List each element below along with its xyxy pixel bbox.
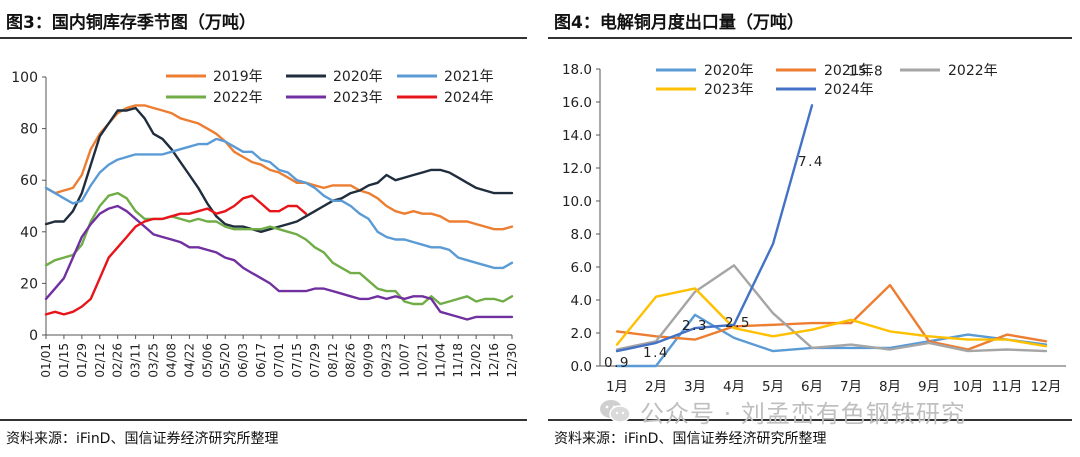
series-line <box>44 194 308 316</box>
y-tick-label: 16.0 <box>562 95 592 111</box>
series-line <box>615 264 1048 353</box>
x-tick-label: 12/30 <box>505 343 519 378</box>
series-line <box>615 287 1048 348</box>
x-tick-label: 07/01 <box>272 343 286 378</box>
legend-label: 2022年 <box>948 63 998 79</box>
series-line <box>44 106 514 233</box>
x-tick-label: 06/17 <box>254 343 268 378</box>
x-tick-label: 08/12 <box>326 343 340 378</box>
y-tick-label: 2.0 <box>571 326 592 342</box>
series-line <box>615 104 814 353</box>
x-tick-label: 09/23 <box>380 343 394 378</box>
data-label: 0.9 <box>604 355 630 371</box>
legend-label: 2024年 <box>444 90 494 106</box>
x-tick-label: 05/06 <box>200 343 214 378</box>
x-tick-label: 02/12 <box>93 343 107 378</box>
x-tick-label: 6月 <box>801 379 823 395</box>
data-label: 15.8 <box>848 63 884 79</box>
legend-label: 2021年 <box>824 63 874 79</box>
left-title-rule <box>0 37 527 39</box>
x-tick-label: 7月 <box>840 379 862 395</box>
x-tick-label: 5月 <box>762 379 784 395</box>
x-tick-label: 06/03 <box>236 343 250 378</box>
x-tick-label: 8月 <box>879 379 901 395</box>
x-tick-label: 01/15 <box>57 343 71 378</box>
x-tick-label: 10月 <box>953 379 984 395</box>
y-tick-label: 6.0 <box>571 260 592 276</box>
series-line <box>615 283 1048 351</box>
y-tick-label: 10.0 <box>562 194 592 210</box>
legend-label: 2019年 <box>213 69 263 85</box>
x-tick-label: 01/29 <box>75 343 89 378</box>
right-chart-source: 资料来源：iFinD、国信证券经济研究所整理 <box>554 431 827 447</box>
series-line <box>44 191 514 306</box>
x-tick-label: 05/20 <box>218 343 232 378</box>
x-tick-label: 12月 <box>1031 379 1062 395</box>
export-monthly-chart: 0.0 2.0 4.0 6.0 8.0 10.0 12.0 14.0 16.0 18.0 1月 2月 3… <box>562 62 1066 395</box>
x-tick-label: 04/08 <box>164 343 178 378</box>
x-tick-label: 02/26 <box>111 343 125 378</box>
x-tick-label: 12/16 <box>487 343 501 378</box>
data-label: 2.3 <box>682 318 708 334</box>
series-line <box>44 204 514 321</box>
series-line <box>615 313 1048 368</box>
x-tick-label: 11月 <box>992 379 1023 395</box>
x-tick-label: 3月 <box>684 379 706 395</box>
y-tick-label: 8.0 <box>571 227 592 243</box>
right-chart-panel: 图4：电解铜月度出口量（万吨） 0.0 2.0 4.0 6.0 8.0 10.0 12.0 1… <box>548 0 1080 457</box>
x-tick-label: 09/09 <box>362 343 376 378</box>
inventory-seasonal-chart: 0 20 40 60 80 100 01/01 01/15 01/29 02/12 02/26 03/… <box>11 69 519 378</box>
legend-label: 2023年 <box>333 90 383 106</box>
legend-label: 2024年 <box>824 82 874 98</box>
x-tick-label: 03/25 <box>147 343 161 378</box>
y-tick-label: 12.0 <box>562 161 592 177</box>
data-label: 1.4 <box>643 345 669 361</box>
y-tick-label: 0.0 <box>571 359 592 375</box>
y-tick-label: 4.0 <box>571 293 592 309</box>
watermark-text: 公众号 · 刘孟峦有色钢铁研究 <box>640 400 966 428</box>
x-tick-label: 08/26 <box>344 343 358 378</box>
y-tick-label: 40 <box>20 225 38 241</box>
x-tick-label: 12/02 <box>469 343 483 378</box>
y-tick-label: 20 <box>20 276 38 292</box>
left-chart-title: 图3：国内铜库存季节图（万吨） <box>6 13 256 33</box>
legend-label: 2023年 <box>704 82 754 98</box>
x-tick-label: 07/29 <box>308 343 322 378</box>
y-tick-label: 0 <box>29 328 38 344</box>
y-tick-label: 14.0 <box>562 128 592 144</box>
x-tick-label: 03/11 <box>129 343 143 378</box>
legend-label: 2020年 <box>704 63 754 79</box>
x-tick-label: 11/18 <box>451 343 465 378</box>
left-source-rule <box>0 419 527 421</box>
x-tick-label: 07/15 <box>290 343 304 378</box>
x-tick-label: 1月 <box>606 379 628 395</box>
data-label: 7.4 <box>798 154 824 170</box>
x-tick-label: 04/22 <box>182 343 196 378</box>
right-chart-title: 图4：电解铜月度出口量（万吨） <box>554 13 804 33</box>
left-chart-panel: 图3：国内铜库存季节图（万吨） 0 20 40 60 80 100 01/01 01/15 01… <box>0 0 535 457</box>
y-tick-label: 60 <box>20 173 38 189</box>
x-tick-label: 11/04 <box>433 343 447 378</box>
wechat-icon <box>600 400 631 423</box>
x-tick-label: 10/21 <box>415 343 429 378</box>
y-tick-label: 80 <box>20 122 38 138</box>
legend-label: 2022年 <box>213 90 263 106</box>
right-title-rule <box>548 37 1072 39</box>
x-tick-label: 2月 <box>645 379 667 395</box>
left-chart-source: 资料来源：iFinD、国信证券经济研究所整理 <box>6 431 279 447</box>
legend-label: 2021年 <box>444 69 494 85</box>
legend-label: 2020年 <box>333 69 383 85</box>
data-label: 2.5 <box>725 315 751 331</box>
y-tick-label: 18.0 <box>562 62 592 78</box>
x-tick-label: 01/01 <box>39 343 53 378</box>
x-tick-label: 10/07 <box>397 343 411 378</box>
right-source-rule <box>548 419 1072 421</box>
series-line <box>44 137 514 270</box>
x-tick-label: 9月 <box>918 379 940 395</box>
x-tick-label: 4月 <box>723 379 745 395</box>
y-tick-label: 100 <box>11 70 38 86</box>
